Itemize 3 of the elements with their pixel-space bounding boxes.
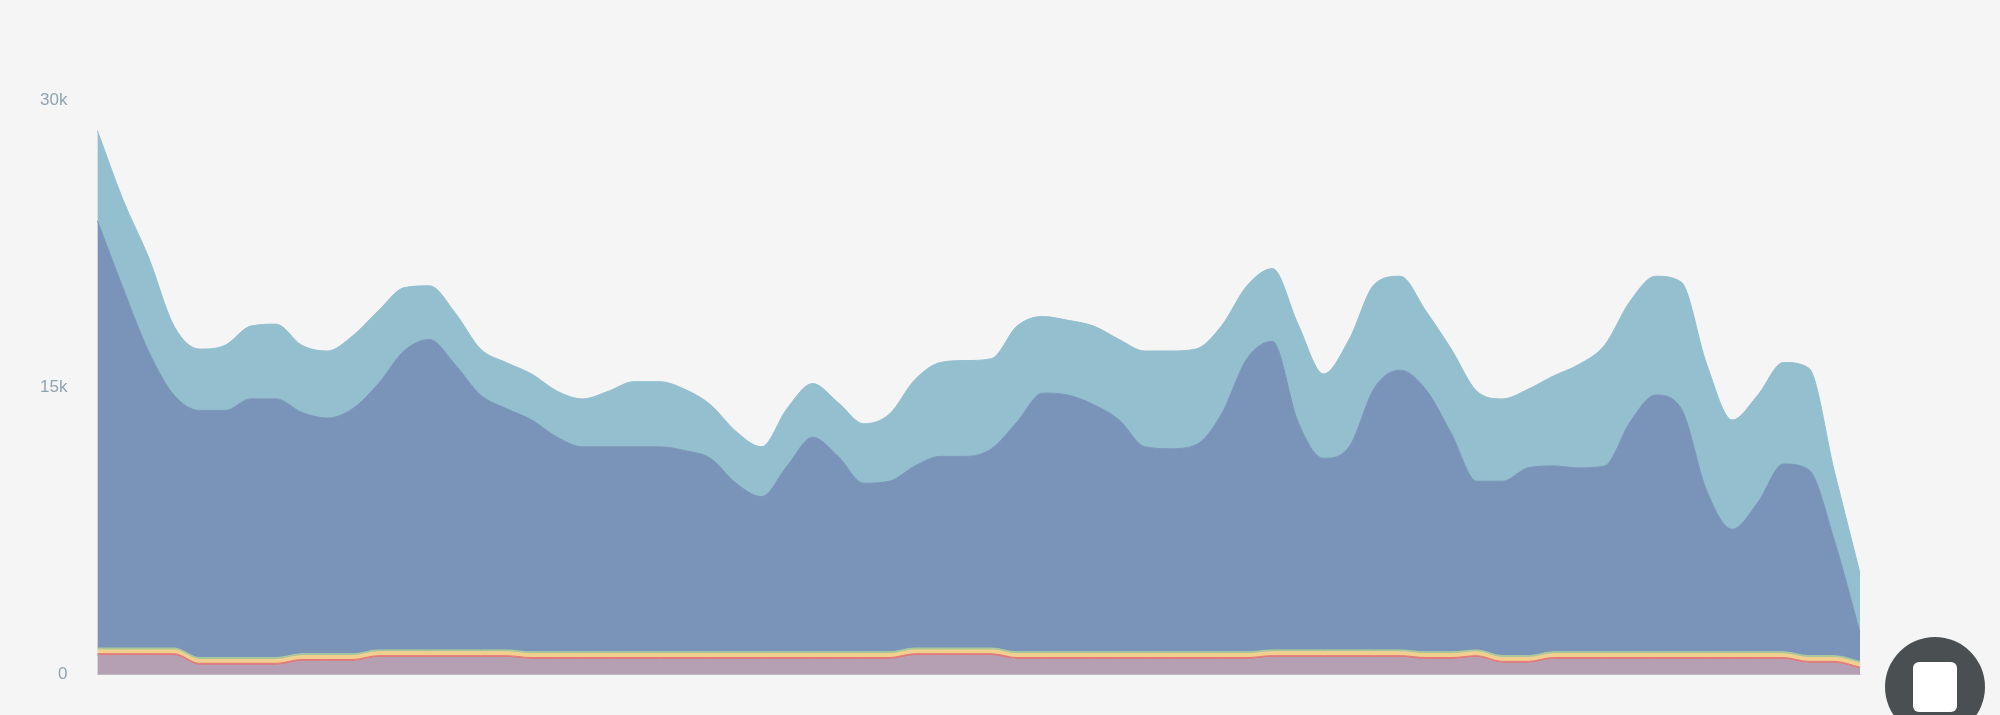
y-tick-label: 0 <box>57 664 68 684</box>
y-tick-label: 30k <box>39 89 68 109</box>
y-tick-label: 15k <box>39 377 68 397</box>
